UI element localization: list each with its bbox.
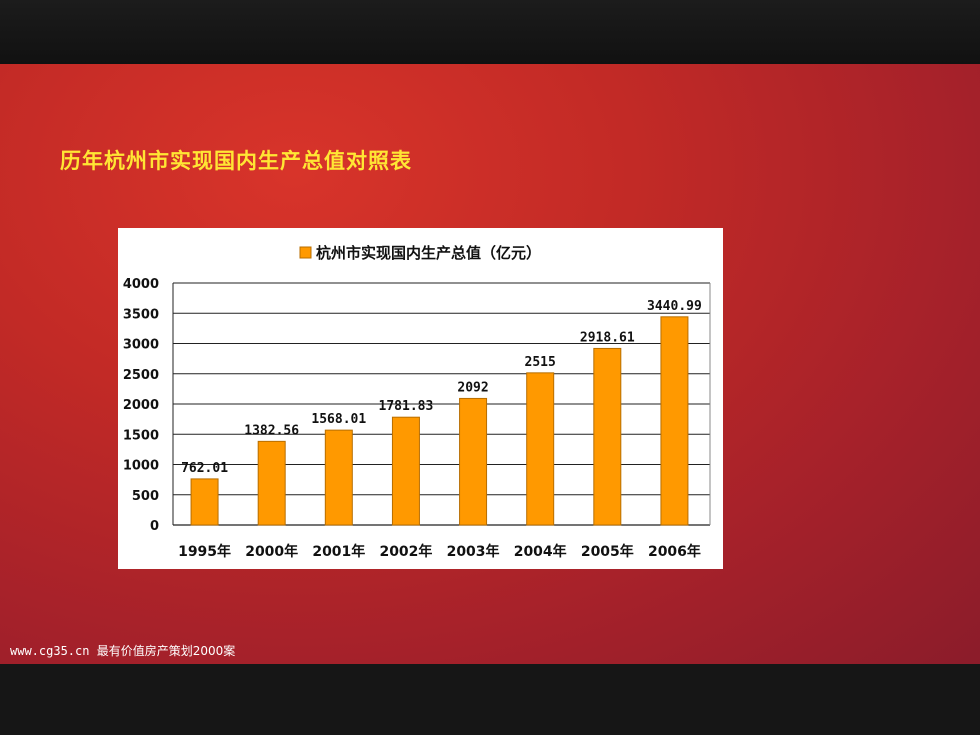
x-tick-label: 2002年 (379, 543, 432, 560)
y-tick-label: 3500 (123, 307, 159, 322)
slide-title: 历年杭州市实现国内生产总值对照表 (60, 149, 412, 173)
bar (660, 316, 689, 526)
value-label: 2515 (525, 355, 556, 370)
x-tick-label: 2005年 (581, 543, 634, 560)
chart-panel: 杭州市实现国内生产总值（亿元） 0 500 1000 1500 2000 2500 3000… (118, 228, 723, 569)
value-label: 1568.01 (311, 412, 366, 427)
footer-url: www.cg35.cn (10, 644, 90, 658)
x-axis-labels: 1995年 2000年 2001年 2002年 2003年 2004年 2005年 2006年 (178, 543, 701, 560)
bar (593, 347, 622, 526)
gridlines (173, 282, 710, 496)
bar (257, 440, 286, 526)
bar (324, 429, 353, 526)
y-tick-label: 500 (132, 489, 159, 504)
bar (526, 372, 555, 526)
y-tick-label: 1000 (123, 459, 159, 474)
top-bar (0, 0, 980, 64)
value-label: 2092 (457, 380, 488, 395)
legend-swatch (299, 246, 312, 259)
y-tick-label: 3000 (123, 338, 159, 353)
x-tick-label: 2006年 (648, 543, 701, 560)
value-label: 3440.99 (647, 299, 702, 314)
bar (190, 478, 219, 526)
bar-chart: 杭州市实现国内生产总值（亿元） 0 500 1000 1500 2000 2500 3000… (123, 244, 711, 560)
value-label: 2918.61 (580, 330, 635, 345)
bars (190, 316, 689, 526)
y-tick-label: 2500 (123, 368, 159, 383)
x-tick-label: 2003年 (447, 543, 500, 560)
bar (459, 397, 488, 526)
legend: 杭州市实现国内生产总值（亿元） (299, 244, 541, 262)
footer: www.cg35.cn 最有价值房产策划2000案 (10, 642, 235, 659)
x-tick-label: 2001年 (312, 543, 365, 560)
value-label: 1781.83 (379, 399, 434, 414)
y-axis-ticks: 0 500 1000 1500 2000 2500 3000 3500 4000 (123, 277, 159, 534)
y-tick-label: 2000 (123, 398, 159, 413)
footer-caption: 最有价值房产策划2000案 (96, 644, 236, 658)
x-tick-label: 1995年 (178, 543, 231, 560)
value-labels: 762.01 1382.56 1568.01 1781.83 2092 2515 2918.… (181, 299, 702, 476)
value-label: 1382.56 (244, 423, 299, 438)
y-tick-label: 0 (150, 519, 159, 534)
x-tick-label: 2004年 (514, 543, 567, 560)
y-tick-label: 4000 (123, 277, 159, 292)
value-label: 762.01 (181, 461, 228, 476)
y-tick-label: 1500 (123, 428, 159, 443)
bar (391, 416, 420, 526)
x-tick-label: 2000年 (245, 543, 298, 560)
bottom-bar (0, 664, 980, 735)
legend-label: 杭州市实现国内生产总值（亿元） (316, 244, 541, 262)
